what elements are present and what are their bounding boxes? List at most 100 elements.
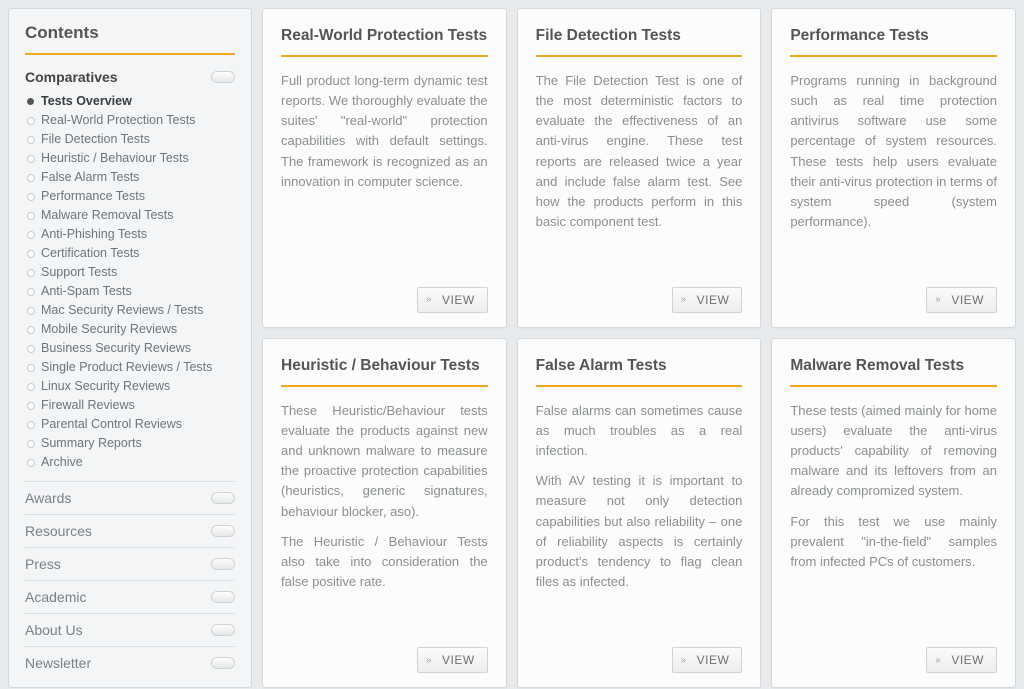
card-paragraph: These Heuristic/Behaviour tests evaluate… xyxy=(281,401,488,522)
card-title: Heuristic / Behaviour Tests xyxy=(281,357,488,375)
card-title: File Detection Tests xyxy=(536,27,743,45)
divider-accent xyxy=(790,55,997,57)
chevron-right-icon: » xyxy=(426,655,432,666)
sidebar-item[interactable]: Firewall Reviews xyxy=(25,395,235,414)
content-card: File Detection Tests The File Detection T… xyxy=(517,8,762,328)
sidebar-item[interactable]: Tests Overview xyxy=(25,91,235,110)
sidebar-item[interactable]: Parental Control Reviews xyxy=(25,414,235,433)
expand-toggle-icon[interactable] xyxy=(211,492,235,504)
view-button[interactable]: »VIEW xyxy=(417,647,488,673)
sidebar-section-header[interactable]: Comparatives xyxy=(25,69,235,85)
sidebar-item[interactable]: Archive xyxy=(25,452,235,471)
content-card: Heuristic / Behaviour Tests These Heurist… xyxy=(262,338,507,688)
collapse-toggle-icon[interactable] xyxy=(211,71,235,83)
divider-accent xyxy=(25,53,235,55)
sidebar-collapsed-label: Press xyxy=(25,556,61,572)
card-title: Malware Removal Tests xyxy=(790,357,997,375)
sidebar-collapsed-item[interactable]: About Us xyxy=(25,614,235,647)
sidebar-collapsed-item[interactable]: Press xyxy=(25,548,235,581)
expand-toggle-icon[interactable] xyxy=(211,591,235,603)
content-card: Real-World Protection Tests Full product … xyxy=(262,8,507,328)
card-body: These Heuristic/Behaviour tests evaluate… xyxy=(281,401,488,639)
chevron-right-icon: » xyxy=(681,655,687,666)
expand-toggle-icon[interactable] xyxy=(211,657,235,669)
sidebar-collapsed-label: Newsletter xyxy=(25,655,91,671)
card-paragraph: Full product long-term dynamic test repo… xyxy=(281,71,488,192)
view-button[interactable]: »VIEW xyxy=(926,287,997,313)
sidebar-collapsed-item[interactable]: Awards xyxy=(25,482,235,515)
sidebar-contents: Contents Comparatives Tests OverviewReal… xyxy=(8,8,252,688)
sidebar-item[interactable]: Linux Security Reviews xyxy=(25,376,235,395)
card-paragraph: Programs running in background such as r… xyxy=(790,71,997,232)
view-button[interactable]: » VIEW xyxy=(672,647,743,673)
card-paragraph: These tests (aimed mainly for home users… xyxy=(790,401,997,502)
card-footer: » VIEW xyxy=(790,647,997,673)
sidebar-item[interactable]: Malware Removal Tests xyxy=(25,205,235,224)
sidebar-item[interactable]: File Detection Tests xyxy=(25,129,235,148)
card-footer: »VIEW xyxy=(281,647,488,673)
expand-toggle-icon[interactable] xyxy=(211,624,235,636)
sidebar-title: Contents xyxy=(25,23,235,43)
sidebar-item[interactable]: Mac Security Reviews / Tests xyxy=(25,300,235,319)
sidebar-item[interactable]: Certification Tests xyxy=(25,243,235,262)
sidebar-collapsed-item[interactable]: Newsletter xyxy=(25,647,235,679)
content-card: Performance Tests Programs running in bac… xyxy=(771,8,1016,328)
cards-grid: Real-World Protection Tests Full product … xyxy=(262,8,1016,688)
card-title: False Alarm Tests xyxy=(536,357,743,375)
sidebar-collapsed-label: Awards xyxy=(25,490,71,506)
sidebar-item[interactable]: Anti-Spam Tests xyxy=(25,281,235,300)
card-paragraph: The Heuristic / Behaviour Tests also tak… xyxy=(281,532,488,592)
card-paragraph: False alarms can sometimes cause as much… xyxy=(536,401,743,461)
card-title: Real-World Protection Tests xyxy=(281,27,488,45)
sidebar-nav-list: Tests OverviewReal-World Protection Test… xyxy=(25,91,235,471)
content-card: False Alarm Tests False alarms can someti… xyxy=(517,338,762,688)
sidebar-collapsed-label: Academic xyxy=(25,589,86,605)
card-paragraph: The File Detection Test is one of the mo… xyxy=(536,71,743,232)
view-button[interactable]: » VIEW xyxy=(672,287,743,313)
divider-accent xyxy=(536,385,743,387)
sidebar-collapsed-label: About Us xyxy=(25,622,83,638)
divider-accent xyxy=(536,55,743,57)
chevron-right-icon: » xyxy=(935,655,941,666)
expand-toggle-icon[interactable] xyxy=(211,558,235,570)
divider-accent xyxy=(281,55,488,57)
view-button[interactable]: » VIEW xyxy=(417,287,488,313)
divider-accent xyxy=(281,385,488,387)
view-button-label: VIEW xyxy=(951,293,984,307)
sidebar-collapsed-sections: Awards Resources Press Academic About Us News… xyxy=(25,481,235,679)
view-button[interactable]: » VIEW xyxy=(926,647,997,673)
card-body: Programs running in background such as r… xyxy=(790,71,997,279)
chevron-right-icon: » xyxy=(681,294,687,305)
sidebar-collapsed-item[interactable]: Resources xyxy=(25,515,235,548)
card-body: Full product long-term dynamic test repo… xyxy=(281,71,488,279)
sidebar-item[interactable]: Mobile Security Reviews xyxy=(25,319,235,338)
view-button-label: VIEW xyxy=(442,293,475,307)
chevron-right-icon: » xyxy=(426,294,432,305)
content-card: Malware Removal Tests These tests (aimed … xyxy=(771,338,1016,688)
card-footer: »VIEW xyxy=(790,287,997,313)
expand-toggle-icon[interactable] xyxy=(211,525,235,537)
sidebar-item[interactable]: Single Product Reviews / Tests xyxy=(25,357,235,376)
sidebar-item[interactable]: Support Tests xyxy=(25,262,235,281)
card-title: Performance Tests xyxy=(790,27,997,45)
card-footer: » VIEW xyxy=(536,287,743,313)
sidebar-item[interactable]: Heuristic / Behaviour Tests xyxy=(25,148,235,167)
sidebar-item[interactable]: Real-World Protection Tests xyxy=(25,110,235,129)
sidebar-collapsed-label: Resources xyxy=(25,523,92,539)
card-paragraph: For this test we use mainly prevalent "i… xyxy=(790,512,997,572)
view-button-label: VIEW xyxy=(697,293,730,307)
sidebar-item[interactable]: Business Security Reviews xyxy=(25,338,235,357)
sidebar-item[interactable]: Anti-Phishing Tests xyxy=(25,224,235,243)
card-body: The File Detection Test is one of the mo… xyxy=(536,71,743,279)
card-paragraph: With AV testing it is important to measu… xyxy=(536,471,743,592)
card-body: These tests (aimed mainly for home users… xyxy=(790,401,997,639)
view-button-label: VIEW xyxy=(697,653,730,667)
sidebar-item[interactable]: Summary Reports xyxy=(25,433,235,452)
card-footer: » VIEW xyxy=(281,287,488,313)
sidebar-section-title: Comparatives xyxy=(25,69,118,85)
sidebar-item[interactable]: False Alarm Tests xyxy=(25,167,235,186)
view-button-label: VIEW xyxy=(951,653,984,667)
sidebar-item[interactable]: Performance Tests xyxy=(25,186,235,205)
sidebar-collapsed-item[interactable]: Academic xyxy=(25,581,235,614)
divider-accent xyxy=(790,385,997,387)
